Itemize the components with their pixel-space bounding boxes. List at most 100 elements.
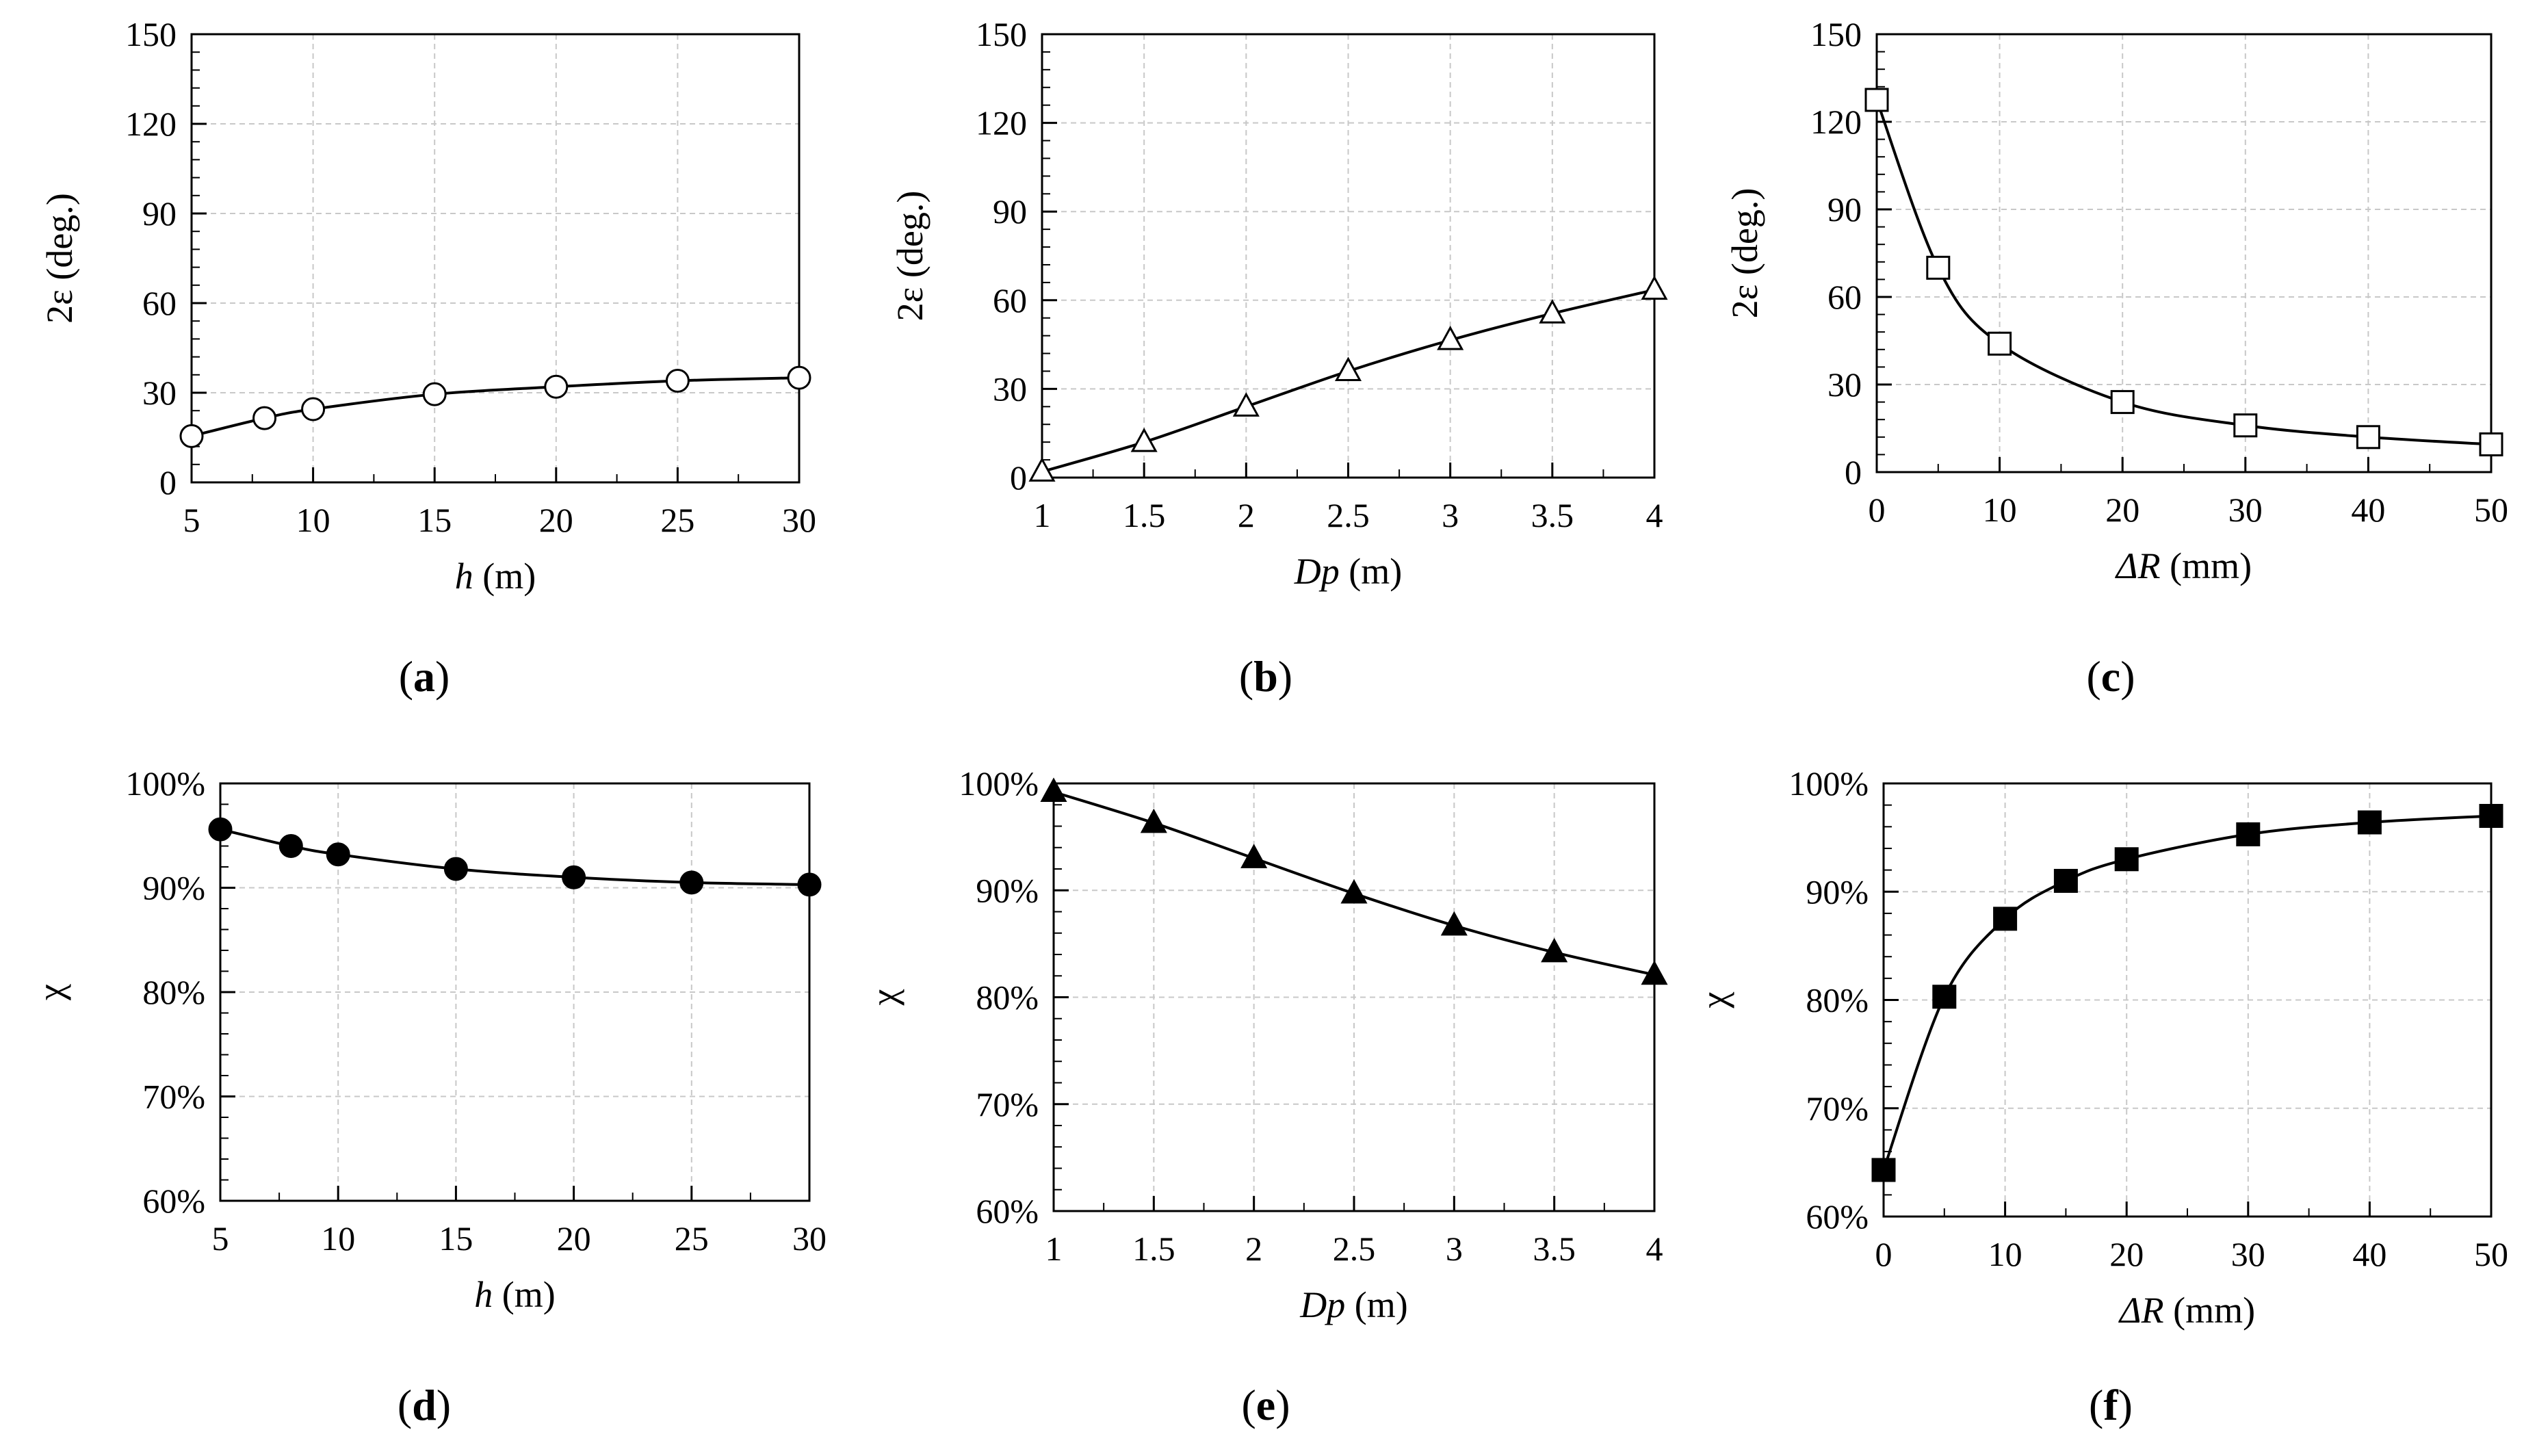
x-tick-label: 3 xyxy=(1446,1230,1463,1268)
panel-letter: f xyxy=(2103,1381,2118,1429)
y-tick-label: 60 xyxy=(142,284,177,322)
panel-label: (f) xyxy=(2089,1381,2133,1429)
data-point xyxy=(1993,907,2018,931)
x-tick-label: 50 xyxy=(2474,491,2508,529)
x-tick-label: 2.5 xyxy=(1333,1230,1376,1268)
data-point xyxy=(179,424,204,448)
x-axis-label: h (m) xyxy=(455,556,536,597)
x-tick-label: 10 xyxy=(1983,491,2017,529)
x-tick-label: 2.5 xyxy=(1327,496,1370,534)
data-point xyxy=(787,365,811,390)
panel-label: (c) xyxy=(2086,652,2135,701)
panel-f: 0 10 20 30 40 50 60% 70% 80% 90% 100% ΔR (mm) χ (f) xyxy=(1693,764,2508,1429)
data-point xyxy=(252,406,277,430)
x-tick-label: 4 xyxy=(1646,1230,1663,1268)
data-point xyxy=(562,865,586,889)
panel-b: 1 1.5 2 2.5 3 3.5 4 0 30 60 90 120 150 Dp (m) 2ε (deg.… xyxy=(889,15,1668,701)
x-axis-unit: (m) xyxy=(493,1274,555,1315)
y-tick-label: 90 xyxy=(993,192,1027,231)
x-tick-label: 5 xyxy=(183,501,200,539)
y-tick-label: 90% xyxy=(1806,872,1869,911)
y-tick-label: 90% xyxy=(142,869,205,907)
x-tick-label: 30 xyxy=(792,1219,827,1258)
panel-c: 0 10 20 30 40 50 0 30 60 90 120 150 ΔR (mm) 2ε (deg.)… xyxy=(1724,15,2508,701)
y-tick-label: 0 xyxy=(1010,458,1027,497)
y-tick-label: 100% xyxy=(959,764,1039,803)
y-axis-label: χ xyxy=(863,989,905,1006)
x-tick-label: 10 xyxy=(1988,1235,2022,1273)
x-tick-label: 15 xyxy=(417,501,452,539)
x-axis-unit: (m) xyxy=(1340,551,1402,592)
data-point xyxy=(208,817,233,842)
data-point xyxy=(1140,808,1167,833)
panel-d: 5 10 15 20 25 30 60% 70% 80% 90% 100% h (m) χ (d) xyxy=(30,764,827,1429)
data-point xyxy=(301,397,326,421)
x-tick-label: 10 xyxy=(296,501,330,539)
data-point xyxy=(1240,844,1268,868)
x-tick-label: 30 xyxy=(2228,491,2263,529)
y-tick-label: 60% xyxy=(1806,1197,1869,1236)
data-point xyxy=(1440,911,1468,936)
x-tick-label: 20 xyxy=(2109,1235,2144,1273)
panel-label: (d) xyxy=(398,1381,451,1429)
y-tick-label: 60 xyxy=(993,281,1027,320)
panel-label: (e) xyxy=(1241,1381,1290,1429)
series-line xyxy=(220,828,810,886)
x-tick-label: 3 xyxy=(1442,496,1459,534)
y-tick-label: 60% xyxy=(142,1182,205,1220)
x-axis-label: ΔR (mm) xyxy=(2115,545,2252,586)
x-axis-label: Dp (m) xyxy=(1294,551,1402,592)
data-point xyxy=(1871,1158,1896,1182)
y-tick-label: 80% xyxy=(142,973,205,1011)
data-point xyxy=(1641,960,1668,985)
series-line xyxy=(191,376,800,438)
x-tick-label: 1 xyxy=(1045,1230,1063,1268)
data-point xyxy=(2479,803,2503,828)
x-axis-var: h xyxy=(474,1274,493,1315)
y-tick-label: 30 xyxy=(142,374,177,412)
panel-letter: c xyxy=(2101,652,2120,701)
x-axis-label: ΔR (mm) xyxy=(2118,1290,2255,1331)
x-tick-label: 2 xyxy=(1245,1230,1262,1268)
y-tick-label: 60% xyxy=(976,1192,1039,1230)
y-tick-label: 80% xyxy=(1806,981,1869,1019)
x-axis-var: ΔR xyxy=(2115,545,2161,586)
x-tick-label: 20 xyxy=(539,501,573,539)
y-tick-label: 120 xyxy=(976,104,1027,142)
y-tick-label: 100% xyxy=(1788,764,1869,803)
x-axis-unit: (mm) xyxy=(2161,545,2252,586)
x-tick-label: 4 xyxy=(1646,496,1663,534)
data-point xyxy=(278,834,303,858)
data-point xyxy=(2357,810,2382,835)
panel-letter: e xyxy=(1256,1381,1275,1429)
x-tick-label: 25 xyxy=(660,501,694,539)
panel-a: 5 10 15 20 25 30 0 30 60 90 120 150 h (m) 2ε (deg.) (a… xyxy=(39,15,816,701)
x-tick-label: 3.5 xyxy=(1531,496,1574,534)
panel-letter: a xyxy=(413,652,435,701)
x-tick-label: 1.5 xyxy=(1123,496,1166,534)
x-tick-label: 25 xyxy=(675,1219,709,1258)
y-axis-label: 2ε (deg.) xyxy=(889,191,931,322)
panel-letter: d xyxy=(412,1381,437,1429)
x-tick-label: 1.5 xyxy=(1132,1230,1175,1268)
data-point xyxy=(1232,392,1260,417)
y-tick-label: 70% xyxy=(142,1078,205,1116)
data-point xyxy=(326,842,350,867)
plot-frame xyxy=(1875,33,2493,473)
data-point xyxy=(1641,275,1668,300)
y-tick-label: 150 xyxy=(976,15,1027,53)
data-point xyxy=(2236,822,2261,846)
x-tick-label: 0 xyxy=(1869,491,1886,529)
data-point xyxy=(2114,847,2139,872)
x-axis-unit: (m) xyxy=(1345,1284,1407,1325)
x-tick-label: 20 xyxy=(2105,491,2139,529)
x-tick-label: 2 xyxy=(1238,496,1255,534)
data-point xyxy=(2053,868,2078,893)
x-tick-label: 0 xyxy=(1875,1235,1892,1273)
data-point xyxy=(1932,985,1957,1009)
x-axis-label: h (m) xyxy=(474,1274,555,1315)
y-tick-label: 150 xyxy=(125,15,177,53)
y-tick-label: 90% xyxy=(976,871,1039,909)
y-axis-label: χ xyxy=(1693,991,1734,1009)
data-point xyxy=(1988,331,2012,356)
